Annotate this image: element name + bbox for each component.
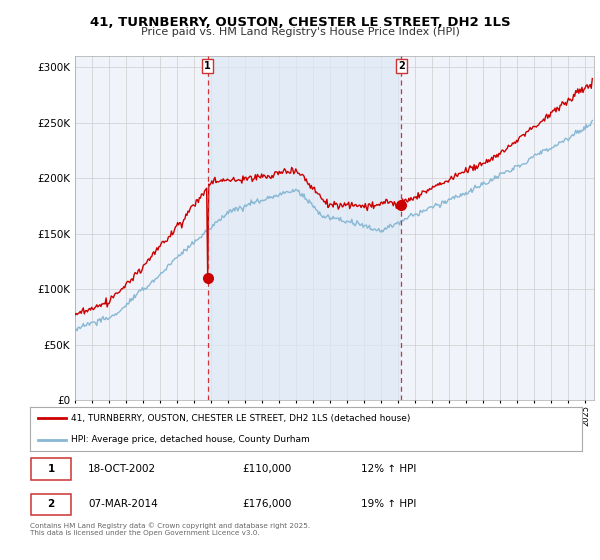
- Text: 41, TURNBERRY, OUSTON, CHESTER LE STREET, DH2 1LS (detached house): 41, TURNBERRY, OUSTON, CHESTER LE STREET…: [71, 413, 411, 423]
- FancyBboxPatch shape: [31, 493, 71, 515]
- Text: 07-MAR-2014: 07-MAR-2014: [88, 500, 158, 510]
- Text: 18-OCT-2002: 18-OCT-2002: [88, 464, 156, 474]
- Text: 1: 1: [204, 62, 211, 71]
- Text: 2: 2: [47, 500, 55, 510]
- Text: HPI: Average price, detached house, County Durham: HPI: Average price, detached house, Coun…: [71, 435, 310, 445]
- Text: 41, TURNBERRY, OUSTON, CHESTER LE STREET, DH2 1LS: 41, TURNBERRY, OUSTON, CHESTER LE STREET…: [89, 16, 511, 29]
- Text: Contains HM Land Registry data © Crown copyright and database right 2025.
This d: Contains HM Land Registry data © Crown c…: [30, 522, 310, 535]
- Text: 2: 2: [398, 62, 404, 71]
- Text: £110,000: £110,000: [242, 464, 292, 474]
- Text: £176,000: £176,000: [242, 500, 292, 510]
- Text: Price paid vs. HM Land Registry's House Price Index (HPI): Price paid vs. HM Land Registry's House …: [140, 27, 460, 37]
- Text: 1: 1: [47, 464, 55, 474]
- Text: 19% ↑ HPI: 19% ↑ HPI: [361, 500, 416, 510]
- Bar: [208, 56, 401, 400]
- Text: 12% ↑ HPI: 12% ↑ HPI: [361, 464, 416, 474]
- FancyBboxPatch shape: [31, 458, 71, 480]
